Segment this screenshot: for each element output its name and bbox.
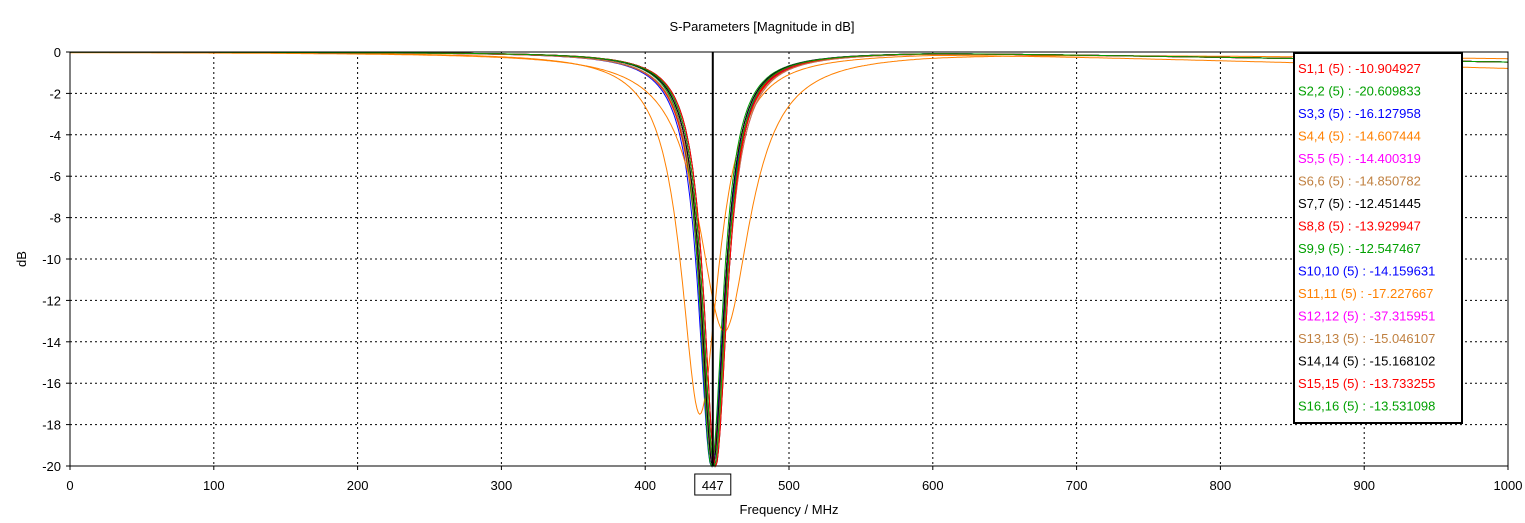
legend-entry: S9,9 (5) : -12.547467 (1298, 241, 1421, 256)
x-tick-label: 400 (634, 478, 656, 493)
y-tick-label: -6 (49, 169, 61, 184)
x-tick-label: 300 (491, 478, 513, 493)
legend-entry: S11,11 (5) : -17.227667 (1298, 286, 1433, 301)
legend-entry: S14,14 (5) : -15.168102 (1298, 354, 1435, 369)
x-tick-label: 600 (922, 478, 944, 493)
curves (69, 51, 1509, 468)
x-tick-label: 200 (347, 478, 369, 493)
legend: S1,1 (5) : -10.904927 S2,2 (5) : -20.6098… (1293, 52, 1463, 424)
y-tick-label: -14 (42, 335, 61, 350)
marker-label-box (694, 473, 732, 496)
legend-entry: S12,12 (5) : -37.315951 (1298, 309, 1435, 324)
legend-entry: S10,10 (5) : -14.159631 (1298, 264, 1435, 279)
x-tick-label: 900 (1353, 478, 1375, 493)
x-tick-label: 800 (1210, 478, 1232, 493)
x-tick-label: 700 (1066, 478, 1088, 493)
y-axis-label: dB (14, 251, 29, 267)
x-tick-label: 0 (66, 478, 73, 493)
axes: 0 100 200 300 400 500 600 700 800 900 1000 0 -2 -4 -6 -… (42, 45, 1523, 496)
x-tick-label: 100 (203, 478, 225, 493)
legend-box (1293, 52, 1463, 424)
y-tick-label: -2 (49, 86, 61, 101)
legend-entry: S2,2 (5) : -20.609833 (1298, 84, 1421, 99)
y-tick-label: -12 (42, 293, 61, 308)
plot-frame (69, 51, 1509, 467)
legend-entry: S8,8 (5) : -13.929947 (1298, 219, 1421, 234)
legend-entry: S16,16 (5) : -13.531098 (1298, 399, 1435, 414)
y-tick-label: -20 (42, 459, 61, 474)
x-tick-label: 500 (778, 478, 800, 493)
y-tick-label: -18 (42, 418, 61, 433)
legend-entry: S6,6 (5) : -14.850782 (1298, 174, 1421, 189)
legend-entry: S4,4 (5) : -14.607444 (1298, 129, 1421, 144)
legend-entry: S7,7 (5) : -12.451445 (1298, 196, 1421, 211)
marker-label: 447 (702, 478, 724, 493)
y-tick-label: -10 (42, 252, 61, 267)
legend-entry: S15,15 (5) : -13.733255 (1298, 376, 1435, 391)
chart-title: S-Parameters [Magnitude in dB] (670, 19, 855, 34)
x-axis-label: Frequency / MHz (740, 502, 839, 517)
y-tick-label: 0 (54, 45, 61, 60)
legend-entry: S5,5 (5) : -14.400319 (1298, 151, 1421, 166)
legend-entry: S1,1 (5) : -10.904927 (1298, 61, 1421, 76)
x-tick-label: 1000 (1494, 478, 1523, 493)
y-tick-label: -16 (42, 376, 61, 391)
legend-entry: S13,13 (5) : -15.046107 (1298, 331, 1435, 346)
legend-entry: S3,3 (5) : -16.127958 (1298, 106, 1421, 121)
y-tick-label: -8 (49, 211, 61, 226)
y-tick-label: -4 (49, 128, 61, 143)
grid (70, 52, 1508, 466)
curve-S11-11 (70, 52, 1508, 333)
